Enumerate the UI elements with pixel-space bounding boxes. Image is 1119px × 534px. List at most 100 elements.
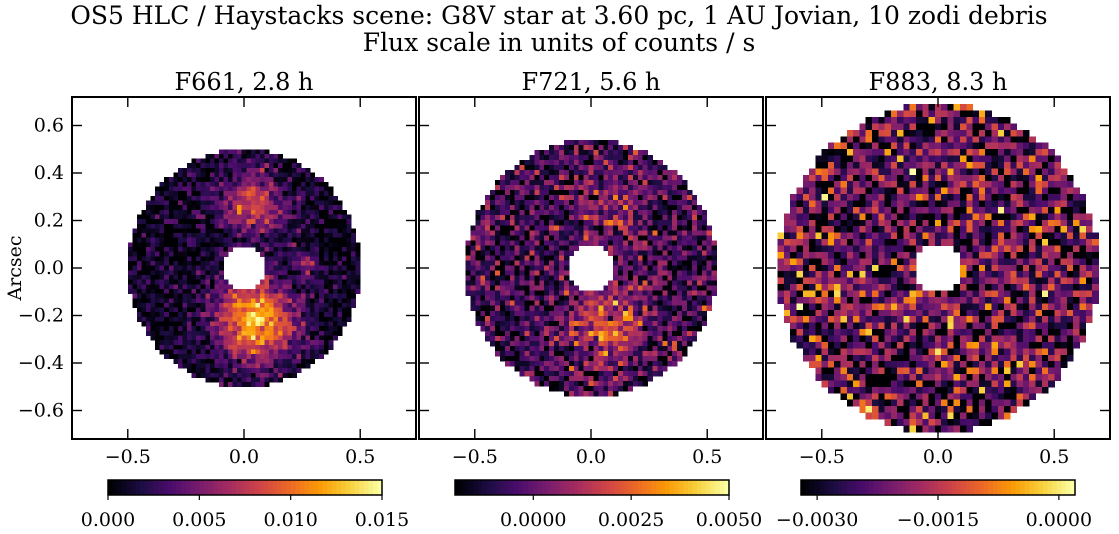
heatmap-cell bbox=[711, 285, 717, 292]
heatmap-cell bbox=[559, 381, 565, 387]
heatmap-cell bbox=[341, 284, 347, 290]
heatmap-cell bbox=[1048, 213, 1055, 221]
heatmap-cell bbox=[642, 179, 648, 186]
heatmap-cell bbox=[706, 240, 712, 246]
heatmap-cell bbox=[549, 335, 555, 342]
heatmap-cell bbox=[269, 265, 275, 271]
heatmap-cell bbox=[214, 326, 220, 332]
heatmap-cell bbox=[519, 310, 525, 317]
heatmap-cell bbox=[909, 226, 917, 234]
heatmap-cell bbox=[1016, 206, 1024, 214]
heatmap-cell bbox=[549, 185, 555, 191]
heatmap-cell bbox=[470, 305, 476, 312]
heatmap-cell bbox=[529, 240, 535, 246]
heatmap-cell bbox=[1092, 232, 1099, 240]
heatmap-cell bbox=[150, 233, 156, 239]
heatmap-cell bbox=[480, 245, 486, 251]
heatmap-cell bbox=[686, 340, 693, 347]
heatmap-cell bbox=[711, 280, 717, 286]
heatmap-cell bbox=[323, 195, 329, 201]
heatmap-cell bbox=[706, 290, 712, 297]
heatmap-cell bbox=[205, 242, 211, 248]
heatmap-cell bbox=[241, 382, 247, 388]
heatmap-cell bbox=[296, 242, 302, 248]
heatmap-cell bbox=[1041, 213, 1049, 221]
heatmap-cell bbox=[897, 226, 904, 234]
heatmap-cell bbox=[341, 298, 347, 304]
heatmap-cell bbox=[834, 219, 841, 227]
heatmap-cell bbox=[583, 154, 589, 161]
heatmap-cell bbox=[603, 245, 609, 251]
heatmap-cell bbox=[568, 366, 575, 372]
heatmap-cell bbox=[278, 228, 284, 234]
heatmap-cell bbox=[613, 280, 619, 286]
heatmap-cell bbox=[514, 320, 521, 327]
heatmap-cell bbox=[191, 181, 197, 187]
heatmap-cell bbox=[657, 240, 663, 246]
heatmap-cell bbox=[223, 205, 229, 211]
heatmap-cell bbox=[598, 179, 604, 186]
heatmap-cell bbox=[588, 164, 594, 171]
heatmap-cell bbox=[155, 270, 161, 276]
heatmap-cell bbox=[534, 220, 540, 226]
heatmap-cell bbox=[539, 275, 545, 281]
heatmap-cell bbox=[915, 194, 923, 201]
heatmap-cell bbox=[132, 247, 138, 253]
heatmap-cell bbox=[652, 195, 658, 201]
heatmap-cell bbox=[323, 330, 329, 336]
heatmap-cell bbox=[519, 240, 525, 246]
heatmap-cell bbox=[1060, 206, 1068, 214]
heatmap-cell bbox=[637, 200, 644, 206]
heatmap-cell bbox=[928, 226, 936, 234]
heatmap-cell bbox=[534, 225, 540, 231]
heatmap-cell bbox=[632, 345, 639, 352]
heatmap-cell bbox=[264, 382, 270, 388]
heatmap-cell bbox=[223, 363, 229, 369]
heatmap-cell bbox=[273, 316, 279, 322]
heatmap-cell bbox=[947, 174, 955, 182]
heatmap-cell bbox=[524, 185, 530, 191]
heatmap-cell bbox=[485, 285, 491, 292]
heatmap-cell bbox=[978, 213, 986, 221]
heatmap-cell bbox=[598, 381, 604, 387]
heatmap-cell bbox=[544, 164, 550, 171]
heatmap-cell bbox=[305, 228, 311, 234]
heatmap-cell bbox=[218, 340, 224, 346]
heatmap-cell bbox=[519, 235, 525, 241]
heatmap-cell bbox=[273, 284, 279, 290]
heatmap-cell bbox=[337, 284, 343, 290]
heatmap-cell bbox=[568, 215, 575, 221]
heatmap-cell bbox=[173, 279, 179, 285]
heatmap-cell bbox=[622, 350, 629, 357]
heatmap-cell bbox=[568, 315, 575, 322]
colorbar-swatch bbox=[633, 480, 639, 495]
heatmap-cell bbox=[323, 265, 329, 271]
heatmap-cell bbox=[846, 219, 854, 227]
heatmap-cell bbox=[187, 288, 192, 295]
heatmap-cell bbox=[588, 305, 594, 312]
heatmap-cell bbox=[544, 220, 550, 226]
heatmap-cell bbox=[608, 240, 614, 246]
heatmap-cell bbox=[1016, 232, 1024, 240]
heatmap-cell bbox=[264, 200, 270, 206]
heatmap-cell bbox=[223, 372, 229, 378]
heatmap-cell bbox=[966, 213, 973, 221]
heatmap-cell bbox=[563, 335, 570, 342]
heatmap-cell bbox=[568, 240, 575, 246]
heatmap-cell bbox=[598, 350, 604, 357]
heatmap-cell bbox=[642, 305, 648, 312]
heatmap-cell bbox=[934, 187, 942, 195]
heatmap-cell bbox=[490, 245, 496, 251]
heatmap-cell bbox=[341, 237, 347, 243]
heatmap-cell bbox=[627, 340, 634, 347]
heatmap-cell bbox=[549, 220, 555, 226]
heatmap-cell bbox=[642, 310, 648, 317]
heatmap-cell bbox=[627, 240, 634, 246]
heatmap-cell bbox=[652, 210, 658, 216]
heatmap-cell bbox=[328, 242, 334, 248]
heatmap-cell bbox=[549, 230, 555, 236]
heatmap-cell bbox=[790, 194, 797, 201]
heatmap-cell bbox=[568, 195, 575, 201]
heatmap-cell bbox=[853, 219, 860, 227]
heatmap-cell bbox=[603, 386, 609, 392]
